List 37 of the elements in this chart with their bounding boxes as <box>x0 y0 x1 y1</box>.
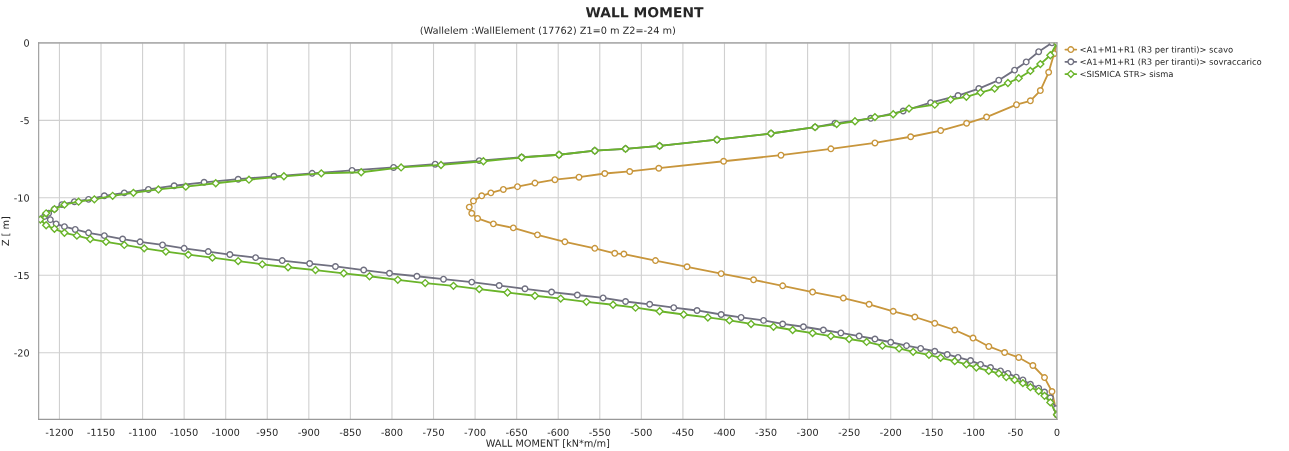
legend-label: <A1+M1+R1 (R3 per tiranti)> scavo <box>1080 46 1233 55</box>
x-tick-label: -50 <box>1007 428 1023 436</box>
y-tick-label: -15 <box>14 271 29 280</box>
x-tick-label: -750 <box>422 428 444 436</box>
x-tick-label: -150 <box>921 428 943 436</box>
x-tick-label: -1100 <box>128 428 157 436</box>
x-tick-label: -300 <box>797 428 818 436</box>
x-tick-label: -100 <box>963 428 985 436</box>
legend-label: <A1+M1+R1 (R3 per tiranti)> sovraccarico <box>1080 58 1262 67</box>
chart-subtitle: (Wallelem :WallElement (17762) Z1=0 m Z2=-24 m) <box>420 26 675 36</box>
x-tick-label: -200 <box>880 428 902 436</box>
x-tick-label: -500 <box>630 428 652 436</box>
y-tick-label: -5 <box>20 116 29 125</box>
x-tick-label: -1050 <box>170 428 198 436</box>
x-axis-title: WALL MOMENT [kN*m/m] <box>486 439 610 448</box>
x-tick-label: -600 <box>547 428 569 436</box>
y-tick-label: 0 <box>24 39 29 47</box>
x-tick-label: -800 <box>381 428 403 436</box>
x-tick-label: -250 <box>838 428 860 436</box>
x-tick-label: -900 <box>298 428 320 436</box>
x-tick-label: -1000 <box>212 428 240 436</box>
x-tick-label: -550 <box>589 428 611 436</box>
x-tick-label: -700 <box>464 428 486 436</box>
x-tick-label: -850 <box>339 428 361 436</box>
x-tick-label: 0 <box>1054 428 1060 436</box>
x-tick-label: -950 <box>256 428 278 436</box>
y-axis-title: Z [ m] <box>1 217 11 246</box>
x-tick-label: -350 <box>755 428 777 436</box>
x-tick-label: -1200 <box>45 428 73 436</box>
x-tick-label: -400 <box>713 428 735 436</box>
y-tick-label: -20 <box>14 349 29 357</box>
chart-title: WALL MOMENT <box>585 7 704 18</box>
x-tick-label: -1150 <box>87 428 115 436</box>
x-tick-label: -450 <box>672 428 694 436</box>
x-tick-label: -650 <box>506 428 528 436</box>
legend-label: <SISMICA STR> sisma <box>1080 70 1173 78</box>
y-tick-label: -10 <box>14 194 29 202</box>
